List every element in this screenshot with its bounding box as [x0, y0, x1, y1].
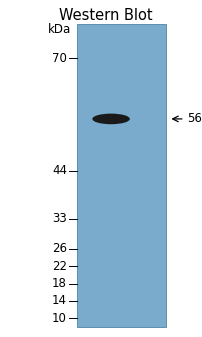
- Text: 18: 18: [52, 277, 67, 290]
- Bar: [77, 24, 166, 327]
- Text: 14: 14: [52, 295, 67, 307]
- Text: 56kDa: 56kDa: [186, 113, 202, 125]
- Text: 10: 10: [52, 312, 67, 325]
- Text: kDa: kDa: [47, 23, 71, 36]
- Text: 70: 70: [52, 52, 67, 65]
- Text: 22: 22: [52, 260, 67, 273]
- Text: Western Blot: Western Blot: [58, 8, 152, 24]
- Text: 44: 44: [52, 164, 67, 177]
- Text: 33: 33: [52, 212, 67, 225]
- Text: 26: 26: [52, 242, 67, 255]
- Ellipse shape: [92, 114, 129, 124]
